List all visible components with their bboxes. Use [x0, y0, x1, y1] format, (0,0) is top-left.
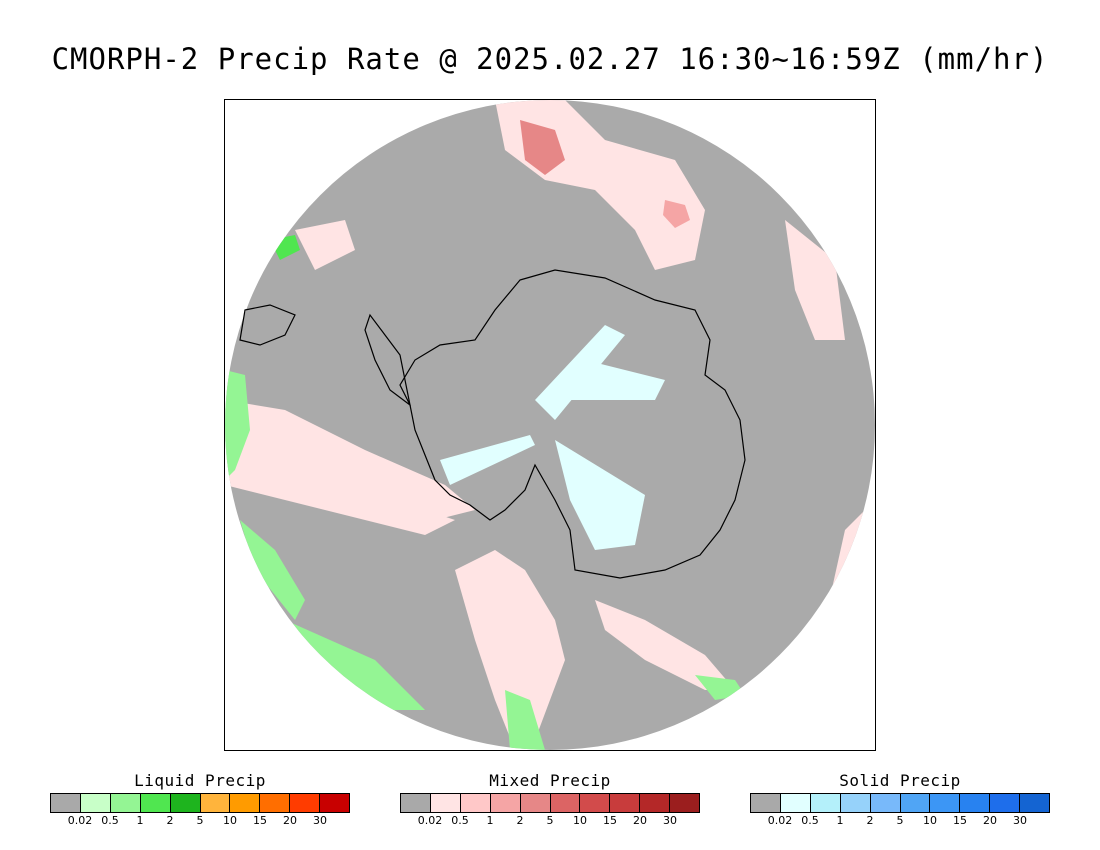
color-swatch	[260, 794, 291, 812]
tick-label: 5	[896, 814, 904, 827]
color-swatch	[430, 794, 461, 812]
color-swatch	[670, 794, 700, 812]
liquid-precip-patch	[505, 690, 545, 750]
tick-label: 0.02	[67, 814, 93, 827]
mixed-precip-core	[663, 200, 690, 228]
tick-label: 0.02	[767, 814, 793, 827]
mixed-precip-band	[225, 400, 475, 520]
tick-label: 0.5	[801, 814, 819, 827]
liquid-precip-patch	[225, 370, 250, 480]
tick-labels: 0.02 0.5 1 2 5 10 15 20 30	[50, 813, 350, 827]
color-scale-bar	[50, 793, 350, 813]
color-swatch	[51, 794, 81, 812]
color-scale-bar	[750, 793, 1050, 813]
color-swatch	[140, 794, 171, 812]
polar-map	[225, 100, 875, 750]
tick-label: 10	[573, 814, 587, 827]
antarctica-coastline	[399, 269, 746, 579]
color-swatch	[960, 794, 991, 812]
tick-label: 20	[983, 814, 997, 827]
tick-label: 0.5	[101, 814, 119, 827]
mixed-precip-band	[595, 600, 735, 690]
liquid-precip-patch	[695, 675, 745, 700]
color-swatch	[290, 794, 321, 812]
map-panel	[224, 99, 876, 751]
legend-title: Liquid Precip	[134, 771, 266, 790]
color-swatch	[200, 794, 231, 812]
color-swatch	[930, 794, 961, 812]
tick-label: 20	[283, 814, 297, 827]
mixed-precip-band	[295, 220, 355, 270]
color-swatch	[780, 794, 811, 812]
mixed-precip-band	[225, 450, 455, 535]
color-swatch	[870, 794, 901, 812]
legend-liquid-precip: Liquid Precip 0.02 0.5 1 2 5 10 15 20 30	[50, 773, 350, 827]
color-swatch	[640, 794, 671, 812]
mixed-precip-band	[455, 550, 565, 750]
color-swatch	[170, 794, 201, 812]
tick-label: 30	[663, 814, 677, 827]
solid-precip-streak	[440, 435, 535, 485]
color-swatch	[610, 794, 641, 812]
mixed-precip-core	[520, 120, 565, 175]
tick-labels: 0.02 0.5 1 2 5 10 15 20 30	[400, 813, 700, 827]
tick-label: 10	[223, 814, 237, 827]
color-swatch	[990, 794, 1021, 812]
tick-label: 2	[166, 814, 174, 827]
tick-label: 1	[486, 814, 494, 827]
color-swatch	[900, 794, 931, 812]
tick-label: 2	[866, 814, 874, 827]
legend-mixed-precip: Mixed Precip 0.02 0.5 1 2 5 10 15 20 30	[400, 773, 700, 827]
color-swatch	[230, 794, 261, 812]
tick-labels: 0.02 0.5 1 2 5 10 15 20 30	[750, 813, 1050, 827]
color-swatch	[320, 794, 350, 812]
legend-solid-precip: Solid Precip 0.02 0.5 1 2 5 10 15 20 30	[750, 773, 1050, 827]
color-swatch	[550, 794, 581, 812]
tick-label: 15	[253, 814, 267, 827]
color-swatch	[840, 794, 871, 812]
globe-disc	[225, 100, 875, 750]
color-swatch	[80, 794, 111, 812]
tick-label: 15	[953, 814, 967, 827]
color-swatch	[580, 794, 611, 812]
color-swatch	[460, 794, 491, 812]
tick-label: 20	[633, 814, 647, 827]
color-swatch	[520, 794, 551, 812]
tick-label: 1	[836, 814, 844, 827]
color-swatch	[751, 794, 781, 812]
tick-label: 30	[1013, 814, 1027, 827]
tick-label: 0.02	[417, 814, 443, 827]
solid-precip-streak	[555, 440, 645, 550]
color-swatch	[1020, 794, 1050, 812]
legend-title: Mixed Precip	[489, 771, 611, 790]
precip-overlay	[225, 100, 875, 750]
tick-label: 10	[923, 814, 937, 827]
tick-label: 2	[516, 814, 524, 827]
south-america-coastline	[239, 304, 296, 346]
tick-label: 1	[136, 814, 144, 827]
tick-label: 5	[196, 814, 204, 827]
tick-label: 15	[603, 814, 617, 827]
page-title: CMORPH-2 Precip Rate @ 2025.02.27 16:30~…	[51, 42, 1049, 76]
liquid-precip-patch	[285, 620, 425, 710]
color-swatch	[490, 794, 521, 812]
antarctic-peninsula-coastline	[364, 313, 411, 407]
color-swatch	[401, 794, 431, 812]
tick-label: 5	[546, 814, 554, 827]
color-swatch	[810, 794, 841, 812]
mixed-precip-band	[785, 220, 845, 340]
color-scale-bar	[400, 793, 700, 813]
tick-label: 0.5	[451, 814, 469, 827]
liquid-precip-patch	[240, 520, 305, 620]
tick-label: 30	[313, 814, 327, 827]
color-swatch	[110, 794, 141, 812]
legend-title: Solid Precip	[839, 771, 961, 790]
solid-precip-streak	[565, 360, 665, 400]
